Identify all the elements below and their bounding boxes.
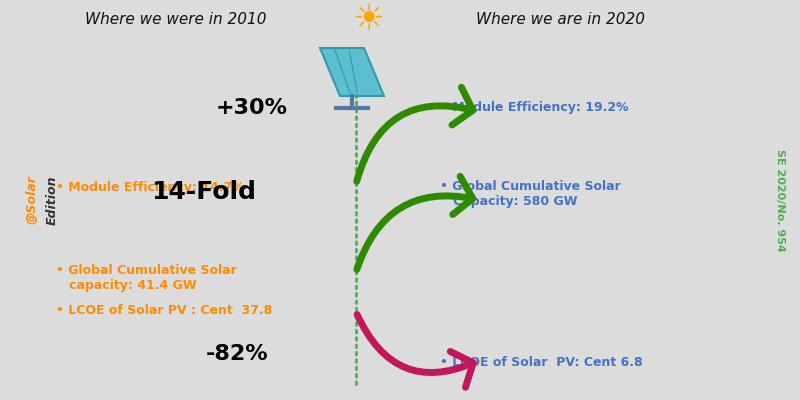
Text: • Module Efficiency: 14.7%: • Module Efficiency: 14.7% (56, 182, 245, 194)
Text: +30%: +30% (216, 98, 288, 118)
Text: ☀: ☀ (352, 3, 384, 37)
Text: Where we are in 2020: Where we are in 2020 (475, 12, 645, 28)
Text: SE 2020/No. 954: SE 2020/No. 954 (775, 149, 785, 251)
Text: • Module Efficiency: 19.2%: • Module Efficiency: 19.2% (440, 102, 629, 114)
Text: • Global Cumulative Solar
   capacity: 41.4 GW: • Global Cumulative Solar capacity: 41.4… (56, 264, 237, 292)
Text: Edition: Edition (46, 175, 58, 225)
Text: -82%: -82% (206, 344, 268, 364)
Text: Where we were in 2010: Where we were in 2010 (86, 12, 266, 28)
Text: 14-Fold: 14-Fold (151, 180, 256, 204)
Text: 🔲: 🔲 (354, 69, 358, 75)
Text: • Global Cumulative Solar
   Capacity: 580 GW: • Global Cumulative Solar Capacity: 580 … (440, 180, 621, 208)
FancyArrowPatch shape (357, 314, 474, 387)
Polygon shape (320, 48, 384, 96)
Text: @Solar: @Solar (26, 176, 38, 224)
Text: • LCOE of Solar  PV: Cent 6.8: • LCOE of Solar PV: Cent 6.8 (440, 356, 642, 368)
Text: • LCOE of Solar PV : Cent  37.8: • LCOE of Solar PV : Cent 37.8 (56, 304, 272, 316)
FancyArrowPatch shape (357, 87, 473, 181)
FancyArrowPatch shape (357, 176, 473, 269)
